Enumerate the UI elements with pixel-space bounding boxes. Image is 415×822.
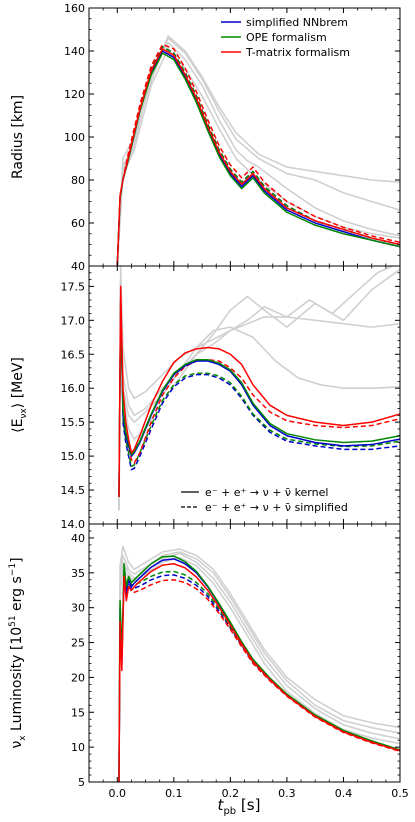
y-axis-label-luminosity: νx Luminosity [1051 erg s−1]	[8, 557, 28, 748]
y-axis-label-energy: ⟨Eνx⟩ [MeV]	[10, 357, 29, 433]
t-matrix-formalism-solid-line	[118, 285, 400, 497]
y-tick-label: 16.0	[61, 382, 86, 395]
legend-label: e⁻ + e⁺ → ν + ν̄ kernel	[205, 486, 328, 499]
legend-label: OPE formalism	[246, 31, 327, 44]
panels: 40 60 80 100 120 140 160 Radius [km] 14.0 14.5 15.…	[8, 2, 409, 800]
x-tick-label: 0.4	[335, 787, 353, 800]
panel-radius: 40 60 80 100 120 140 160 Radius [km]	[10, 2, 401, 273]
series-radius	[116, 35, 400, 266]
y-tick-label: 10	[71, 741, 85, 754]
x-tick-label: 0.3	[278, 787, 296, 800]
y-tick-label: 80	[71, 174, 85, 187]
y-tick-label: 16.5	[61, 348, 86, 361]
legend-label: simplified NNbrem	[246, 16, 348, 29]
reference-solid-line	[118, 556, 400, 782]
y-tick-label: 40	[71, 532, 85, 545]
x-tick-label: 0.0	[109, 787, 127, 800]
legend-label: e⁻ + e⁺ → ν + ν̄ simplified	[205, 501, 348, 514]
legend-styles: e⁻ + e⁺ → ν + ν̄ kernel e⁻ + e⁺ → ν + ν̄ …	[181, 486, 348, 514]
legend-label: T-matrix formalism	[245, 46, 350, 59]
series-luminosity	[118, 545, 400, 782]
y-tick-label: 100	[64, 131, 85, 144]
axes-frame	[88, 523, 401, 783]
legend-models: simplified NNbrem OPE formalism T-matrix f…	[221, 16, 350, 59]
y-tick-label: 120	[64, 88, 85, 101]
reference-solid-line	[116, 41, 400, 266]
t-matrix-formalism-dashed-line	[122, 358, 400, 464]
reference-solid-line	[118, 266, 395, 511]
y-tick-label: 35	[71, 567, 85, 580]
y-tick-label: 30	[71, 602, 85, 615]
x-axis-label: tpb [s]	[218, 796, 261, 817]
t-matrix-formalism-dashed-line	[123, 579, 400, 753]
panel-energy: 14.0 14.5 15.0 15.5 16.0 16.5 17.0 17.5 ⟨Eνx⟩ [M…	[10, 265, 401, 531]
y-tick-label: 20	[71, 671, 85, 684]
y-tick-label: 160	[64, 2, 85, 15]
ope-formalism-solid-line	[118, 299, 400, 497]
x-tick-label: 0.5	[391, 787, 409, 800]
x-tick-label: 0.1	[165, 787, 183, 800]
y-tick-label: 15.0	[61, 450, 86, 463]
simplified-nnbrem-dashed-line	[122, 373, 400, 471]
y-tick-label: 5	[78, 776, 85, 789]
y-tick-label: 17.0	[61, 314, 86, 327]
x-tick-label: 0.2	[222, 787, 240, 800]
y-tick-label: 60	[71, 217, 85, 230]
series-energy	[118, 266, 400, 511]
simplified-nnbrem-solid-line	[118, 299, 400, 497]
reference-solid-line	[118, 268, 400, 511]
reference-solid-line	[118, 545, 400, 782]
y-tick-label: 14.0	[61, 518, 86, 531]
y-tick-label: 40	[71, 260, 85, 273]
x-axis-label-text: tpb [s]	[218, 796, 261, 817]
reference-solid-line	[118, 552, 400, 782]
ope-formalism-dashed-line	[122, 372, 400, 468]
y-tick-label: 14.5	[61, 484, 86, 497]
y-tick-label: 140	[64, 45, 85, 58]
ope-formalism-solid-line	[118, 555, 400, 782]
panel-luminosity: 5 10 15 20 25 30 35 40 νx Luminosity [1051 erg s…	[8, 523, 401, 789]
ope-formalism-dashed-line	[122, 45, 400, 246]
y-tick-label: 15.5	[61, 416, 86, 429]
t-matrix-formalism-solid-line	[118, 563, 400, 782]
t-matrix-formalism-dashed-line	[122, 43, 400, 244]
y-tick-label: 15	[71, 706, 85, 719]
simplified-nnbrem-dashed-line	[122, 45, 400, 246]
reference-solid-line	[118, 292, 400, 511]
reference-solid-line	[118, 551, 400, 782]
y-tick-label: 25	[71, 637, 85, 650]
t-matrix-formalism-solid-line	[116, 48, 400, 266]
y-tick-label: 17.5	[61, 280, 86, 293]
y-axis-label-radius: Radius [km]	[10, 95, 26, 179]
